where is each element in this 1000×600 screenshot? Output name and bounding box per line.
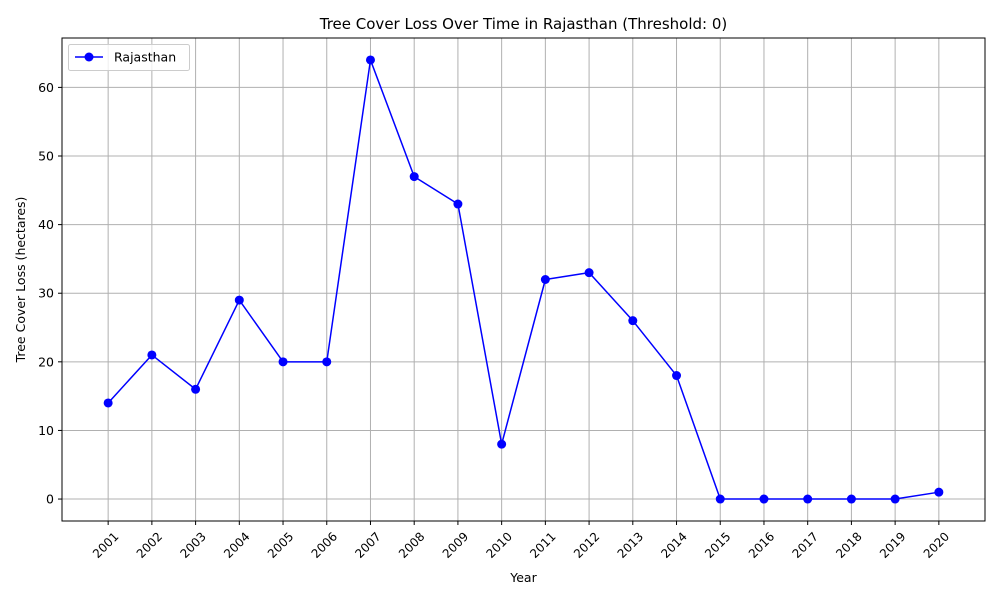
data-point bbox=[890, 494, 900, 504]
data-point bbox=[715, 494, 725, 504]
data-series bbox=[103, 55, 944, 504]
legend-box bbox=[68, 44, 190, 71]
data-point bbox=[628, 316, 638, 326]
legend-label: Rajasthan bbox=[114, 50, 176, 65]
data-point bbox=[191, 384, 201, 394]
data-point bbox=[409, 172, 419, 182]
series-line bbox=[107, 59, 939, 500]
data-point bbox=[672, 371, 682, 381]
data-point bbox=[278, 357, 288, 367]
data-point bbox=[365, 55, 375, 65]
data-point bbox=[497, 439, 507, 449]
data-point bbox=[540, 275, 550, 284]
legend: Rajasthan bbox=[68, 44, 190, 71]
data-point bbox=[584, 268, 594, 278]
data-point bbox=[846, 494, 856, 504]
chart-title: Tree Cover Loss Over Time in Rajasthan (… bbox=[319, 15, 727, 33]
y-tick-label: 40 bbox=[38, 217, 54, 232]
data-point bbox=[322, 357, 332, 367]
y-tick-label: 20 bbox=[38, 354, 54, 369]
data-point bbox=[147, 350, 157, 360]
grid-lines bbox=[62, 38, 985, 521]
y-tick-label: 10 bbox=[38, 423, 54, 438]
plot-area bbox=[61, 37, 986, 522]
y-axis-label: Tree Cover Loss (hectares) bbox=[13, 197, 28, 364]
y-tick-label: 50 bbox=[38, 149, 54, 164]
data-point bbox=[934, 487, 944, 497]
data-point bbox=[803, 494, 813, 504]
data-point bbox=[759, 494, 769, 504]
y-tick-label: 30 bbox=[38, 286, 54, 301]
y-tick-label: 0 bbox=[46, 492, 54, 507]
y-tick-label: 60 bbox=[38, 80, 54, 95]
data-point bbox=[234, 295, 244, 305]
legend-marker-swatch bbox=[84, 52, 94, 62]
data-point bbox=[103, 398, 113, 408]
x-axis-label: Year bbox=[509, 570, 537, 585]
data-point bbox=[453, 199, 463, 209]
